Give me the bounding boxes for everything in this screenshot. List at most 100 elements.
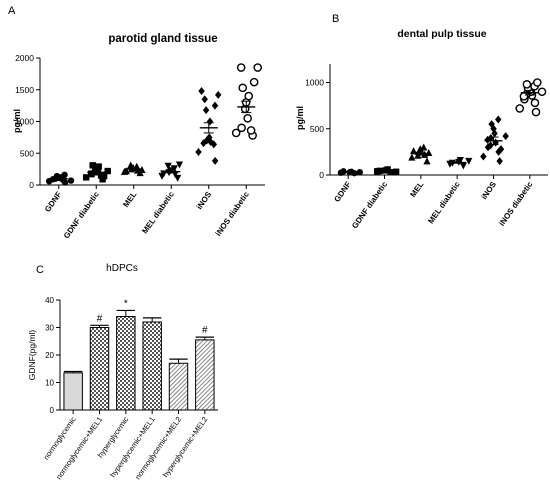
- x-category-label: MEL: [408, 180, 425, 199]
- data-point: [243, 114, 252, 123]
- y-tick-label: 2000: [15, 53, 34, 63]
- y-tick-label: 1000: [305, 78, 324, 88]
- x-category-label: normoglycemic+MEL1: [54, 415, 104, 481]
- data-point: [206, 117, 214, 126]
- data-point: [89, 162, 96, 169]
- chart-title-A: parotid gland tissue: [108, 33, 217, 45]
- significance-mark: #: [97, 313, 103, 324]
- data-point: [496, 157, 503, 166]
- data-point: [237, 123, 246, 133]
- x-category-label: normoglycemic+MEL2: [133, 415, 183, 481]
- x-category-label: GDNF: [43, 190, 63, 214]
- data-point: [127, 161, 135, 169]
- data-point: [409, 147, 418, 155]
- data-point: [502, 132, 509, 141]
- chart-title-C: hDPCs: [106, 263, 138, 274]
- bar: [89, 327, 110, 411]
- significance-mark: *: [124, 298, 128, 309]
- y-tick-label: 20: [45, 351, 54, 360]
- data-point: [215, 90, 222, 99]
- x-category-label: iNOS diabetic: [214, 190, 252, 238]
- x-category-label: iNOS: [195, 189, 214, 211]
- data-point: [61, 171, 68, 179]
- data-point: [200, 139, 207, 148]
- data-point: [408, 153, 416, 161]
- data-point: [456, 157, 464, 164]
- y-tick-label: 10: [45, 379, 54, 388]
- data-point: [87, 171, 95, 178]
- chart-title-B: dental pulp tissue: [397, 28, 486, 40]
- bar: [116, 316, 136, 411]
- x-category-label: GDNF: [332, 180, 352, 204]
- data-point: [175, 161, 184, 169]
- y-axis-label-C: GDNF(pg/ml): [27, 330, 37, 381]
- data-point: [201, 95, 208, 104]
- x-category-label: GDNF diabetic: [62, 190, 101, 241]
- data-point: [203, 136, 210, 145]
- data-point: [253, 63, 263, 72]
- x-category-label: MEL: [121, 190, 138, 209]
- data-point: [104, 167, 111, 175]
- y-tick-label: 40: [45, 296, 54, 305]
- data-point: [423, 157, 431, 165]
- data-point: [530, 98, 540, 108]
- data-point: [170, 165, 178, 173]
- data-point: [95, 163, 102, 170]
- data-point: [497, 145, 505, 154]
- y-axis-label-B: pg/ml: [295, 106, 305, 130]
- data-point: [206, 133, 213, 142]
- bar: [63, 372, 83, 411]
- data-point: [420, 143, 428, 151]
- bar: [142, 321, 162, 411]
- data-point: [246, 126, 256, 135]
- data-point: [416, 145, 424, 153]
- data-point: [392, 168, 400, 175]
- panel-letter-A: A: [8, 5, 16, 17]
- x-category-label: iNOS diabetic: [497, 180, 535, 228]
- data-point: [484, 135, 491, 144]
- data-point: [519, 92, 529, 101]
- data-point: [100, 172, 108, 180]
- data-point: [340, 168, 347, 175]
- data-point: [495, 115, 502, 124]
- y-tick-label: 1500: [15, 85, 34, 95]
- data-point: [195, 147, 202, 156]
- data-point: [537, 87, 547, 97]
- panel-letter-B: B: [332, 13, 339, 25]
- x-category-label: iNOS: [480, 179, 499, 201]
- x-category-label: MEL diabetic: [426, 180, 462, 226]
- x-category-label: GDNF diabetic: [350, 180, 389, 231]
- data-point: [198, 87, 205, 96]
- data-point: [356, 169, 363, 176]
- data-point: [515, 104, 525, 113]
- data-point: [122, 167, 130, 175]
- data-point: [82, 174, 90, 181]
- data-point: [244, 91, 254, 101]
- data-point: [531, 107, 541, 117]
- y-tick-label: 30: [45, 324, 54, 333]
- data-point: [533, 78, 542, 87]
- significance-mark: #: [202, 325, 208, 336]
- x-category-label: MEL diabetic: [140, 190, 176, 236]
- y-tick-label: 0: [319, 170, 324, 180]
- data-point: [522, 80, 532, 89]
- data-point: [384, 166, 391, 173]
- data-point: [487, 141, 494, 150]
- data-point: [238, 83, 248, 93]
- data-point: [459, 162, 467, 170]
- data-point: [465, 157, 473, 165]
- y-tick-label: 500: [310, 124, 324, 134]
- y-axis-label-A: pg/ml: [12, 109, 22, 133]
- bar: [168, 362, 189, 411]
- y-tick-label: 0: [29, 180, 34, 190]
- data-point: [202, 106, 210, 115]
- y-tick-label: 500: [20, 148, 34, 158]
- data-point: [236, 63, 246, 72]
- data-point: [67, 177, 75, 184]
- y-tick-label: 1000: [15, 117, 34, 127]
- data-point: [480, 152, 487, 161]
- y-tick-label: 0: [50, 406, 55, 415]
- data-point: [249, 77, 259, 87]
- data-point: [211, 156, 219, 165]
